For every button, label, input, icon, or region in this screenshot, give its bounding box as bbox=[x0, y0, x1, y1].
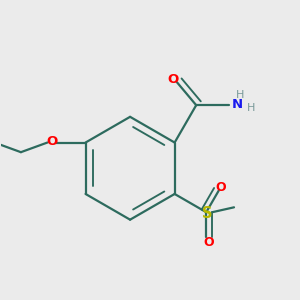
Text: N: N bbox=[232, 98, 243, 111]
Text: S: S bbox=[202, 206, 212, 221]
Text: O: O bbox=[215, 181, 226, 194]
Text: O: O bbox=[167, 73, 178, 86]
Text: O: O bbox=[46, 135, 57, 148]
Text: O: O bbox=[203, 236, 214, 249]
Text: H: H bbox=[236, 90, 244, 100]
Text: H: H bbox=[247, 103, 255, 113]
